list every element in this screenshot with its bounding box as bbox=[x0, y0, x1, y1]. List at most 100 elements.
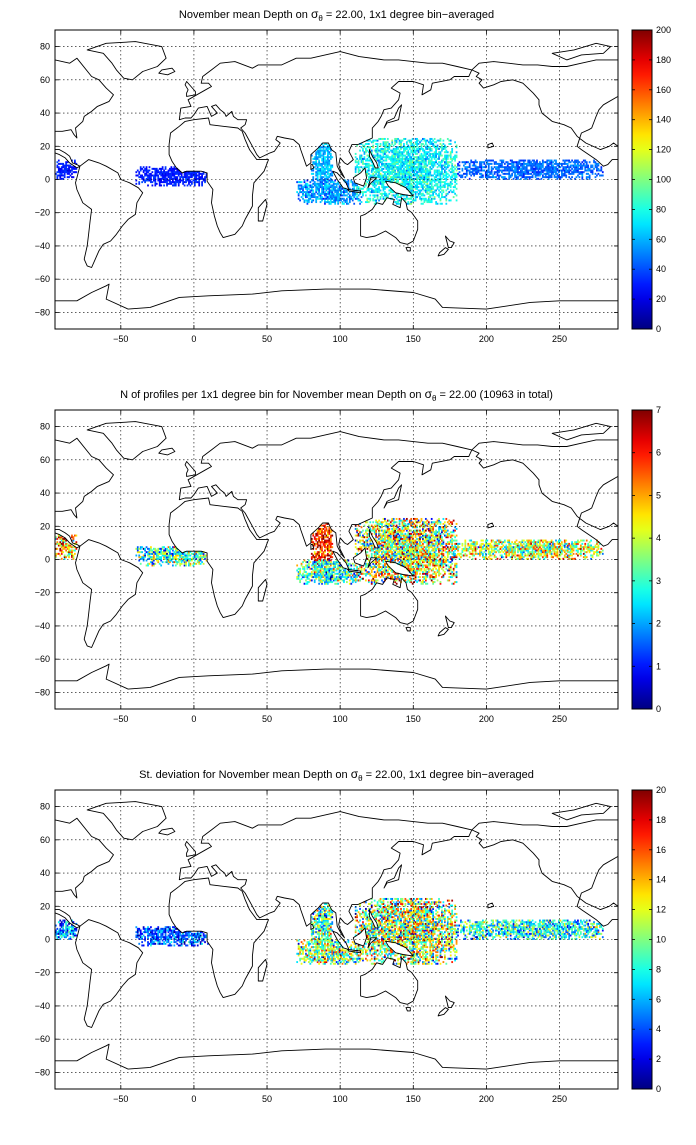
data-cell bbox=[437, 203, 439, 205]
data-cell bbox=[312, 176, 314, 178]
data-cell bbox=[438, 158, 440, 160]
colorbar-tick-label: 20 bbox=[656, 294, 666, 304]
data-cell bbox=[372, 145, 374, 147]
data-cell bbox=[476, 161, 478, 163]
data-cell bbox=[331, 553, 333, 555]
data-cell bbox=[451, 183, 453, 185]
data-cell bbox=[422, 203, 424, 205]
data-cell bbox=[152, 184, 154, 186]
data-cell bbox=[555, 160, 557, 162]
data-cell bbox=[579, 176, 581, 178]
colorbar-tick-label: 140 bbox=[656, 115, 671, 125]
data-cell bbox=[456, 183, 458, 185]
data-cell bbox=[356, 566, 358, 568]
data-cell bbox=[355, 153, 357, 155]
data-cell bbox=[592, 173, 594, 175]
data-cell bbox=[441, 203, 443, 205]
data-cell bbox=[299, 568, 301, 570]
data-cell bbox=[346, 581, 348, 583]
title-suffix: = 22.00 (10963 in total) bbox=[436, 389, 553, 401]
data-cell bbox=[362, 530, 364, 532]
data-cell bbox=[162, 561, 164, 563]
data-cell bbox=[491, 163, 493, 165]
data-cell bbox=[434, 138, 436, 140]
data-cell bbox=[456, 155, 458, 157]
x-tick-label: −50 bbox=[113, 334, 128, 344]
data-cell bbox=[456, 188, 458, 190]
data-cell bbox=[412, 188, 414, 190]
data-cell bbox=[150, 546, 152, 548]
data-cell bbox=[301, 181, 303, 183]
data-cell bbox=[384, 138, 386, 140]
data-cell bbox=[410, 203, 412, 205]
data-cell bbox=[337, 583, 339, 585]
data-cell bbox=[299, 199, 301, 201]
data-cell bbox=[445, 171, 447, 173]
x-tick-label: 0 bbox=[191, 334, 196, 344]
y-tick-label: −80 bbox=[35, 307, 50, 317]
data-cell bbox=[358, 568, 360, 570]
data-cell bbox=[377, 579, 379, 581]
x-tick-label: 50 bbox=[262, 334, 272, 344]
data-cell bbox=[399, 523, 401, 525]
data-cell bbox=[407, 201, 409, 203]
data-cell bbox=[586, 161, 588, 163]
data-cell bbox=[369, 146, 371, 148]
data-cell bbox=[334, 203, 336, 205]
data-cell bbox=[361, 568, 363, 570]
data-cell bbox=[380, 563, 382, 565]
data-cell bbox=[372, 568, 374, 570]
data-cell bbox=[362, 188, 364, 190]
data-cell bbox=[163, 184, 165, 186]
data-cell bbox=[184, 184, 186, 186]
data-cell bbox=[587, 165, 589, 167]
data-cell bbox=[511, 173, 513, 175]
data-cell bbox=[450, 143, 452, 145]
data-cell bbox=[441, 155, 443, 157]
data-cell bbox=[598, 163, 600, 165]
data-cell bbox=[443, 140, 445, 142]
data-cell bbox=[447, 188, 449, 190]
data-cell bbox=[371, 150, 373, 152]
x-tick-label: 150 bbox=[406, 334, 421, 344]
data-cell bbox=[135, 555, 137, 557]
data-cell bbox=[312, 173, 314, 175]
colorbar-tick-label: 60 bbox=[656, 234, 666, 244]
data-cell bbox=[505, 178, 507, 180]
data-cell bbox=[361, 201, 363, 203]
data-cell bbox=[573, 173, 575, 175]
data-cell bbox=[434, 196, 436, 198]
y-tick-label: 0 bbox=[45, 175, 50, 185]
data-cell bbox=[331, 535, 333, 537]
title-prefix: November mean Depth on bbox=[179, 9, 311, 21]
data-cell bbox=[600, 166, 602, 168]
data-cell bbox=[454, 158, 456, 160]
data-cell bbox=[309, 561, 311, 563]
colorbar-tick-label: 0 bbox=[656, 324, 661, 334]
data-cell bbox=[330, 153, 332, 155]
data-cell bbox=[355, 579, 357, 581]
data-cell bbox=[396, 583, 398, 585]
data-cell bbox=[456, 194, 458, 196]
data-cell bbox=[146, 166, 148, 168]
data-cell bbox=[149, 166, 151, 168]
data-cell bbox=[602, 175, 604, 177]
data-cell bbox=[73, 538, 75, 540]
data-cell bbox=[466, 173, 468, 175]
data-cell bbox=[368, 579, 370, 581]
data-cell bbox=[424, 194, 426, 196]
data-cell bbox=[71, 173, 73, 175]
data-cell bbox=[393, 523, 395, 525]
data-cell bbox=[58, 160, 60, 162]
data-cell bbox=[361, 526, 363, 528]
data-cell bbox=[447, 158, 449, 160]
y-tick-label: −60 bbox=[35, 274, 50, 284]
data-cell bbox=[364, 156, 366, 158]
data-cell bbox=[296, 564, 298, 566]
data-cell bbox=[321, 583, 323, 585]
data-cell bbox=[56, 538, 58, 540]
y-tick-label: −20 bbox=[35, 208, 50, 218]
data-cell bbox=[165, 166, 167, 168]
data-cell bbox=[453, 196, 455, 198]
data-cell bbox=[135, 183, 137, 185]
